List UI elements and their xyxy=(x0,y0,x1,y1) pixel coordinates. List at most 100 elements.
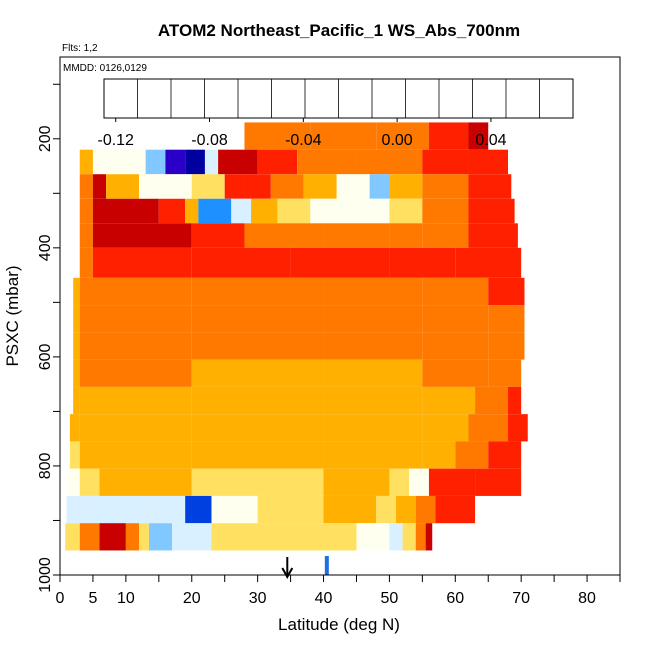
heatmap-cell xyxy=(323,386,423,415)
x-tick-label: 70 xyxy=(512,590,530,607)
x-axis-label: Latitude (deg N) xyxy=(278,615,400,634)
heatmap-cell xyxy=(79,359,192,387)
heatmap-cell xyxy=(323,332,423,360)
heatmap-cell xyxy=(65,523,80,551)
heatmap-cell xyxy=(191,359,324,387)
heatmap-cell xyxy=(369,174,390,199)
heatmap-cell xyxy=(191,332,324,360)
heatmap-cell xyxy=(488,305,525,333)
heatmap-cell xyxy=(475,386,508,415)
heatmap-cell xyxy=(376,122,429,150)
heatmap-cell xyxy=(488,332,525,360)
heatmap-cell xyxy=(323,414,423,442)
heatmap-cell xyxy=(277,198,311,224)
heatmap-cell xyxy=(422,149,469,175)
heatmap-cell xyxy=(389,174,423,199)
heatmap-cell xyxy=(79,247,93,278)
heatmap-cell xyxy=(468,174,512,199)
heatmap-cell xyxy=(244,223,324,248)
y-tick-label: 600 xyxy=(37,343,54,370)
heatmap-cell xyxy=(508,386,522,415)
heatmap-cell xyxy=(323,223,390,248)
heatmap-cell xyxy=(270,174,304,199)
heatmap-cell xyxy=(508,414,528,442)
x-tick-label: 5 xyxy=(88,590,97,607)
colorbar-tick-label: -0.12 xyxy=(97,132,134,149)
heatmap-cell xyxy=(428,122,469,150)
heatmap-cell xyxy=(251,198,278,224)
heatmap-cell xyxy=(73,359,80,387)
heatmap-cell xyxy=(455,441,489,469)
heatmap-cell xyxy=(79,174,93,199)
heatmap-cell xyxy=(389,468,410,496)
heatmap-cell xyxy=(422,441,456,469)
heatmap-cell xyxy=(191,277,324,306)
heatmap-cell xyxy=(79,332,192,360)
heatmap-cell xyxy=(415,495,436,524)
x-tick-label: 60 xyxy=(446,590,464,607)
chart-title: ATOM2 Northeast_Pacific_1 WS_Abs_700nm xyxy=(158,21,520,40)
heatmap-cell xyxy=(422,332,489,360)
heatmap-cell xyxy=(422,386,476,415)
heatmap-cell xyxy=(402,523,416,551)
heatmap-cell xyxy=(257,149,298,175)
heatmap-cell xyxy=(257,495,324,524)
heatmap-cell xyxy=(455,247,522,278)
heatmap-cell xyxy=(323,441,423,469)
heatmap-cell xyxy=(92,495,159,524)
heatmap-cell xyxy=(468,414,508,442)
x-tick-label: 40 xyxy=(315,590,333,607)
heatmap-cell xyxy=(185,495,212,524)
heatmap-cell xyxy=(139,523,149,551)
x-axis: 0 5 10 20 30 40 50 60 70 80 xyxy=(56,575,621,607)
markers xyxy=(281,556,329,580)
heatmap-cell xyxy=(79,149,93,175)
colorbar xyxy=(103,78,574,119)
heatmap-cell xyxy=(425,523,433,551)
heatmap-cell xyxy=(422,359,489,387)
heatmap-cell xyxy=(158,198,186,224)
heatmap-cell xyxy=(172,523,212,551)
y-tick-label: 400 xyxy=(37,234,54,261)
heatmap-cell xyxy=(488,441,522,469)
y-axis: 200 400 600 800 1000 xyxy=(37,83,60,593)
heatmap-cell xyxy=(356,149,423,175)
heatmap-cell xyxy=(73,277,80,306)
heatmap-cell xyxy=(191,386,324,415)
heatmap-cell xyxy=(277,523,357,551)
heatmap-cell xyxy=(303,174,337,199)
heatmap-cell xyxy=(185,198,199,224)
heatmap-cell xyxy=(73,386,80,415)
heatmap-cell xyxy=(69,414,80,442)
heatmap-cell xyxy=(191,305,324,333)
heatmap-cell xyxy=(428,468,476,496)
heatmap-cell xyxy=(158,495,186,524)
heatmap-cell xyxy=(191,223,245,248)
heatmap-cell xyxy=(99,523,126,551)
heatmap-cell xyxy=(106,174,140,199)
heatmap-cell xyxy=(415,523,426,551)
heatmap-cell xyxy=(389,247,456,278)
heatmap-cell xyxy=(389,223,423,248)
heatmap-cell xyxy=(422,305,489,333)
heatmap-cell xyxy=(323,277,423,306)
heatmap-cells xyxy=(65,122,528,551)
heatmap-cell xyxy=(73,305,80,333)
x-tick-label: 50 xyxy=(381,590,399,607)
heatmap-cell xyxy=(139,174,192,199)
colorbar-tick-label: -0.04 xyxy=(285,132,322,149)
heatmap-cell xyxy=(79,198,93,224)
heatmap-cell xyxy=(376,495,396,524)
heatmap-cell xyxy=(73,332,80,360)
heatmap-cell xyxy=(191,468,324,496)
heatmap-cell xyxy=(468,198,515,224)
location-marker-bar xyxy=(324,556,329,575)
y-tick-label: 1000 xyxy=(37,557,54,593)
heatmap-cell xyxy=(211,523,278,551)
heatmap-cell xyxy=(356,523,390,551)
y-tick-label: 800 xyxy=(37,453,54,480)
heatmap-cell xyxy=(389,523,403,551)
heatmap-cell xyxy=(79,523,100,551)
heatmap-cell xyxy=(422,174,469,199)
y-axis-label: PSXC (mbar) xyxy=(3,265,22,366)
